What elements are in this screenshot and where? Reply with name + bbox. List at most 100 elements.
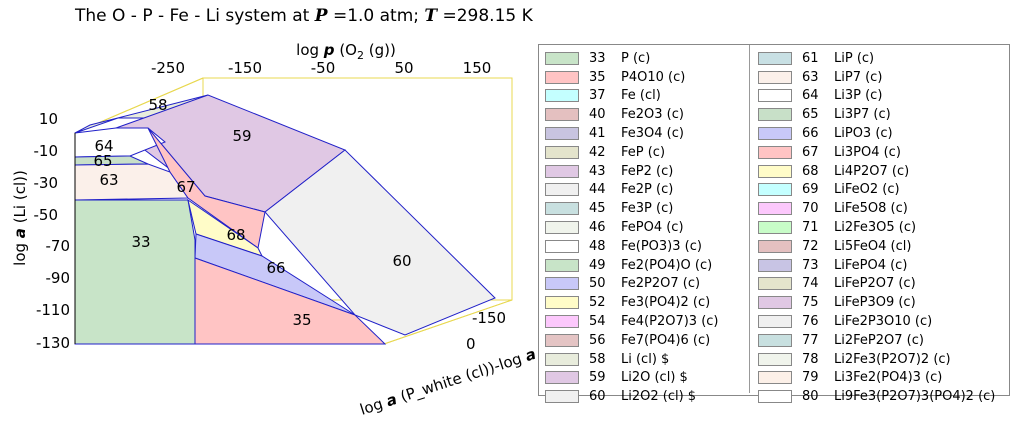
legend-number: 45: [589, 201, 606, 217]
legend-number: 37: [589, 88, 606, 104]
legend-item: 80 Li9Fe3(P2O7)3(PO4)2 (c): [750, 387, 995, 406]
top-tick-label: -50: [311, 59, 336, 77]
legend-label: Li4P2O7 (c): [834, 163, 910, 179]
legend-swatch: [758, 390, 792, 404]
legend-label: Fe3P (c): [621, 201, 674, 217]
legend-item: 54 Fe4(P2O7)3 (c): [545, 312, 775, 331]
legend-number: 61: [802, 50, 819, 66]
legend-item: 70 LiFe5O8 (c): [750, 199, 980, 218]
legend-number: 78: [802, 351, 819, 367]
legend-label: LiFe2P3O10 (c): [834, 314, 933, 330]
legend-column-right: 61 LiP (c) 63 LiP7 (c) 64 Li3P (c) 65 Li3P7 (c)…: [749, 45, 995, 404]
legend-number: 65: [802, 107, 819, 123]
legend-item: 66 LiPO3 (c): [750, 124, 980, 143]
legend-swatch: [758, 202, 792, 216]
legend-item: 75 LiFeP3O9 (c): [750, 293, 980, 312]
left-tick-label: -110: [36, 301, 70, 319]
legend-swatch: [545, 202, 579, 216]
legend-swatch: [758, 183, 792, 197]
bottom-tick-label: -150: [472, 309, 506, 327]
legend-item: 49 Fe2(PO4)O (c): [545, 256, 775, 275]
legend-number: 52: [589, 295, 606, 311]
legend-swatch: [758, 277, 792, 291]
legend-swatch: [545, 127, 579, 141]
legend-swatch: [758, 333, 792, 347]
legend-item: 79 Li3Fe2(PO4)3 (c): [750, 369, 980, 388]
legend-item: 71 Li2Fe3O5 (c): [750, 218, 980, 237]
legend-swatch: [758, 315, 792, 329]
region-60: [264, 149, 496, 336]
legend-label: Fe(PO3)3 (c): [621, 238, 702, 254]
legend-number: 77: [802, 332, 819, 348]
legend-label: FeP (c): [621, 144, 666, 160]
legend-label: Fe3O4 (c): [621, 126, 684, 142]
legend-item: 77 Li2FeP2O7 (c): [750, 331, 980, 350]
legend-number: 59: [589, 370, 606, 386]
legend-swatch: [545, 89, 579, 103]
top-tick-label: -250: [151, 59, 185, 77]
legend-swatch: [545, 333, 579, 347]
legend-label: P (c): [621, 50, 651, 66]
legend-swatch: [545, 277, 579, 291]
region-label-63: 63: [99, 171, 118, 189]
legend-swatch: [758, 352, 792, 366]
legend-swatch: [545, 51, 579, 65]
legend-label: Fe7(PO4)6 (c): [621, 332, 711, 348]
legend-swatch: [545, 145, 579, 159]
legend-number: 49: [589, 257, 606, 273]
legend-swatch: [545, 221, 579, 235]
legend-item: 60 Li2O2 (cl) $: [545, 387, 775, 406]
legend-item: 46 FePO4 (c): [545, 218, 775, 237]
legend-label: Li2Fe3(P2O7)2 (c): [834, 351, 951, 367]
legend-item: 63 LiP7 (c): [750, 68, 980, 87]
legend-label: Li2O2 (cl) $: [621, 389, 697, 405]
legend-swatch: [545, 108, 579, 122]
legend-item: 78 Li2Fe3(P2O7)2 (c): [750, 350, 980, 369]
legend-number: 50: [589, 276, 606, 292]
legend-item: 44 Fe2P (c): [545, 181, 775, 200]
top-tick-label: 150: [463, 59, 492, 77]
legend-label: LiFe5O8 (c): [834, 201, 908, 217]
legend-label: Fe2P (c): [621, 182, 674, 198]
legend-label: Li3P7 (c): [834, 107, 891, 123]
legend-number: 63: [802, 69, 819, 85]
legend-swatch: [758, 296, 792, 310]
legend-number: 46: [589, 220, 606, 236]
legend-item: 65 Li3P7 (c): [750, 105, 980, 124]
legend-swatch: [545, 296, 579, 310]
legend-item: 68 Li4P2O7 (c): [750, 162, 980, 181]
legend-number: 69: [802, 182, 819, 198]
legend-number: 43: [589, 163, 606, 179]
legend-item: 52 Fe3(PO4)2 (c): [545, 293, 775, 312]
legend-label: LiFeP3O9 (c): [834, 295, 916, 311]
legend-item: 41 Fe3O4 (c): [545, 124, 775, 143]
legend-swatch: [758, 164, 792, 178]
left-tick-label: -70: [46, 237, 71, 255]
legend-label: Li3P (c): [834, 88, 883, 104]
legend-swatch: [758, 371, 792, 385]
legend-item: 74 LiFeP2O7 (c): [750, 275, 980, 294]
legend-number: 75: [802, 295, 819, 311]
region-label-67: 67: [176, 178, 195, 196]
legend-number: 71: [802, 220, 819, 236]
legend-label: Li2Fe3O5 (c): [834, 220, 917, 236]
legend-item: 58 Li (cl) $: [545, 350, 775, 369]
region-35: [194, 257, 387, 345]
region-label-35: 35: [292, 311, 311, 329]
legend-item: 40 Fe2O3 (c): [545, 105, 775, 124]
legend-item: 76 LiFe2P3O10 (c): [750, 312, 980, 331]
legend-item: 64 Li3P (c): [750, 87, 980, 106]
legend-label: LiPO3 (c): [834, 126, 893, 142]
legend-swatch: [758, 239, 792, 253]
legend-label: Li3Fe2(PO4)3 (c): [834, 370, 943, 386]
legend-item: 56 Fe7(PO4)6 (c): [545, 331, 775, 350]
legend-number: 44: [589, 182, 606, 198]
legend-number: 33: [589, 50, 606, 66]
legend-swatch: [758, 127, 792, 141]
legend-number: 66: [802, 126, 819, 142]
legend-swatch: [545, 352, 579, 366]
legend-swatch: [758, 51, 792, 65]
legend-number: 80: [802, 389, 819, 405]
region-label-60: 60: [392, 252, 411, 270]
legend-number: 76: [802, 314, 819, 330]
